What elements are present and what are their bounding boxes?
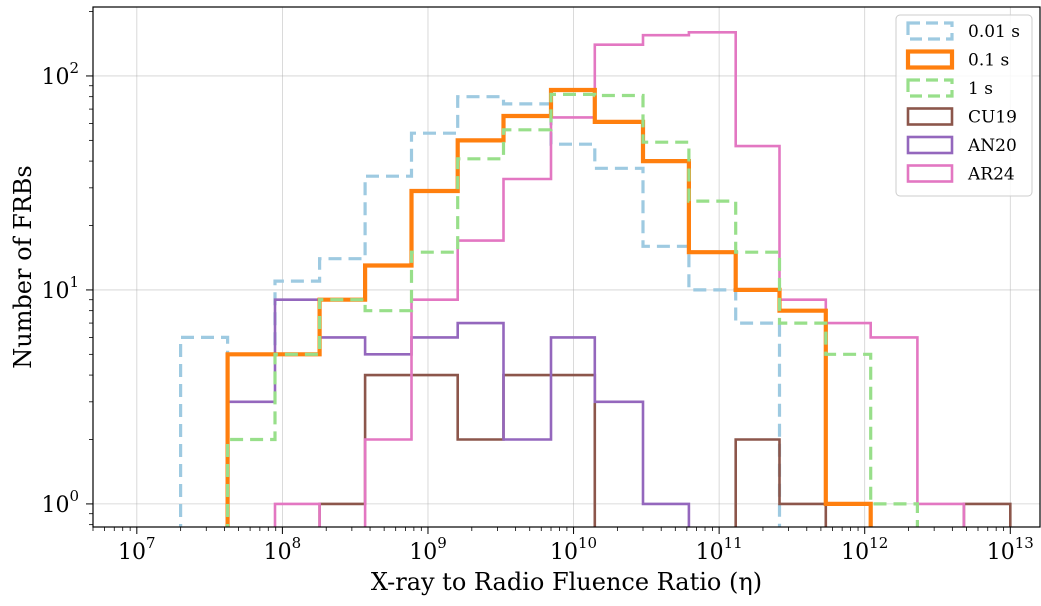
x-tick-label: 109 [409, 534, 447, 565]
legend-swatch [906, 78, 954, 98]
legend-label: 0.1 s [968, 51, 1009, 71]
y-tick-labels: 100 101 102 [41, 59, 79, 518]
histogram-series-cu19 [318, 373, 1012, 527]
legend-label: 0.01 s [968, 22, 1020, 42]
x-tick-label: 1011 [696, 534, 743, 565]
legend-swatch [906, 21, 954, 41]
histogram-series-an20 [226, 298, 691, 527]
x-tick-label: 107 [118, 534, 156, 565]
x-tick-labels: 107 108 109 1010 1011 1012 1013 [118, 534, 1034, 565]
histogram-series [179, 30, 1012, 527]
legend-swatch [906, 164, 954, 183]
legend-label: CU19 [968, 108, 1017, 128]
legend-label: AN20 [967, 136, 1017, 156]
legend-swatch [906, 107, 954, 126]
x-tick-label: 1013 [987, 534, 1034, 565]
axis-ticks [86, 11, 1011, 534]
legend-swatch [905, 49, 955, 70]
legend-swatch [906, 135, 954, 155]
histogram-series-1-s [226, 92, 919, 527]
legend: 0.01 s 0.1 s 1 s CU19 AN20 AR24 [895, 14, 1033, 197]
y-tick-label: 101 [41, 273, 79, 304]
y-tick-label: 100 [41, 487, 79, 518]
y-tick-label: 102 [41, 59, 79, 90]
x-axis-label: X-ray to Radio Fluence Ratio (η) [371, 568, 762, 596]
x-tick-label: 108 [264, 534, 302, 565]
legend-label: AR24 [967, 165, 1015, 185]
histogram-series-0-1-s [225, 87, 873, 527]
x-tick-label: 1012 [841, 534, 888, 565]
y-axis-label: Number of FRBs [9, 165, 37, 369]
legend-box [895, 14, 1033, 197]
histogram-series-ar24 [273, 30, 966, 527]
x-tick-label: 1010 [550, 534, 597, 565]
legend-label: 1 s [968, 79, 993, 99]
